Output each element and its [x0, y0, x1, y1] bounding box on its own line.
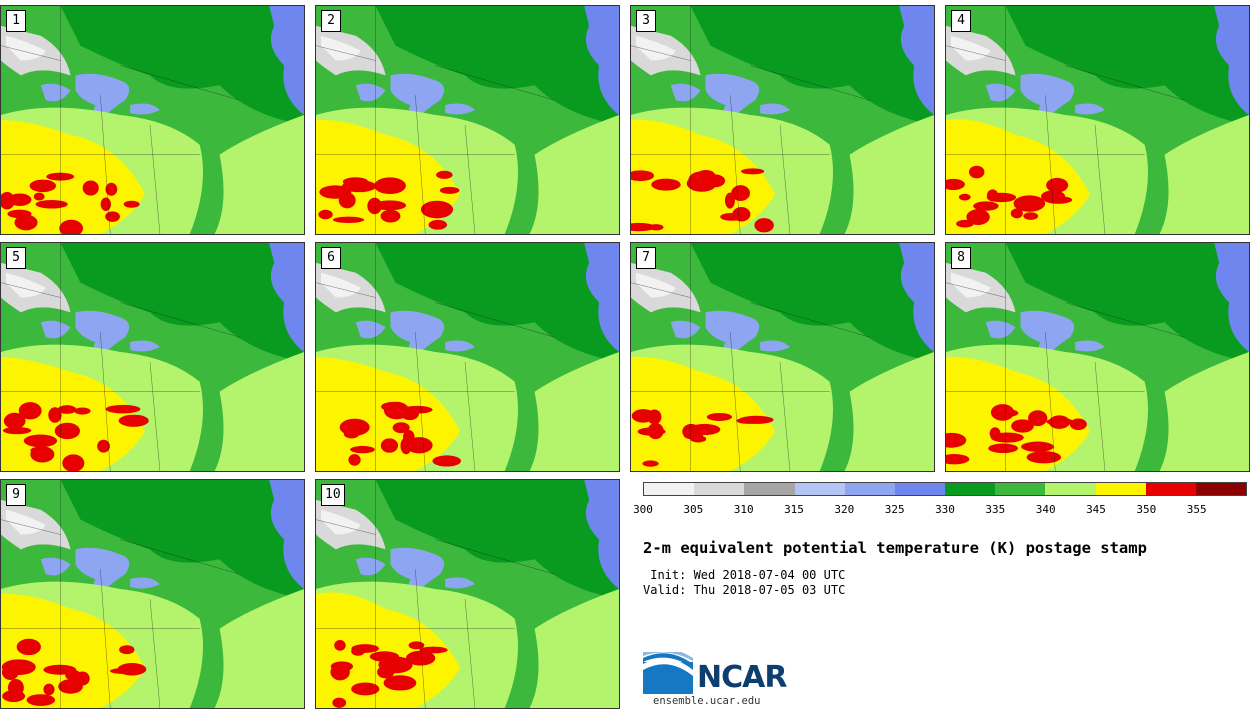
postage-stamp-map: 2 — [315, 5, 620, 235]
ncar-logo-text: NCAR — [697, 660, 787, 695]
colorbar-tick-label: 315 — [784, 503, 804, 516]
colorbar — [643, 482, 1247, 496]
member-number-label: 3 — [636, 10, 656, 32]
member-number-label: 5 — [6, 247, 26, 269]
site-url: ensemble.ucar.edu — [653, 695, 761, 707]
colorbar-segment — [844, 483, 895, 495]
member-number-label: 8 — [951, 247, 971, 269]
member-number-label: 10 — [321, 484, 345, 506]
ncar-logo-icon — [643, 652, 693, 694]
postage-stamp-map: 7 — [630, 242, 935, 472]
colorbar-segment — [694, 483, 745, 495]
postage-stamp-map: 1 — [0, 5, 305, 235]
colorbar-tick-label: 350 — [1136, 503, 1157, 516]
colorbar-tick-label: 340 — [1035, 503, 1056, 516]
colorbar-segment — [1145, 483, 1196, 495]
page-title: 2-m equivalent potential temperature (K)… — [643, 539, 1147, 557]
postage-stamp-map: 4 — [945, 5, 1250, 235]
member-number-label: 4 — [951, 10, 971, 32]
colorbar-tick-label: 335 — [985, 503, 1006, 516]
member-number-label: 7 — [636, 247, 656, 269]
colorbar-segment — [1045, 483, 1096, 495]
colorbar-segment — [995, 483, 1046, 495]
colorbar-tick-label: 325 — [884, 503, 905, 516]
member-number-label: 1 — [6, 10, 26, 32]
colorbar-tick-label: 305 — [683, 503, 704, 516]
colorbar-tick-label: 345 — [1086, 503, 1106, 516]
postage-stamp-map: 6 — [315, 242, 620, 472]
member-number-label: 6 — [321, 247, 341, 269]
init-time: Init: Wed 2018-07-04 00 UTC — [643, 568, 846, 582]
postage-stamp-map: 10 — [315, 479, 620, 709]
colorbar-tick-label: 310 — [733, 503, 754, 516]
postage-stamp-map: 9 — [0, 479, 305, 709]
valid-time: Valid: Thu 2018-07-05 03 UTC — [643, 583, 846, 597]
colorbar-tick-label: 300 — [633, 503, 653, 516]
colorbar-segment — [794, 483, 845, 495]
colorbar-tick-label: 320 — [834, 503, 855, 516]
colorbar-segment — [1095, 483, 1146, 495]
colorbar-segment — [894, 483, 946, 495]
colorbar-tick-label: 355 — [1186, 503, 1207, 516]
colorbar-segment — [945, 483, 996, 495]
member-number-label: 9 — [6, 484, 26, 506]
colorbar-tick-label: 330 — [935, 503, 955, 516]
colorbar-segment — [644, 483, 695, 495]
colorbar-segment — [1195, 483, 1247, 495]
colorbar-ticks: 300 305 310 315 320 325 330 335 340 345 350 355 — [633, 503, 1247, 519]
postage-stamp-map: 8 — [945, 242, 1250, 472]
postage-stamp-map: 5 — [0, 242, 305, 472]
member-number-label: 2 — [321, 10, 341, 32]
colorbar-segment — [744, 483, 795, 495]
postage-stamp-map: 3 — [630, 5, 935, 235]
